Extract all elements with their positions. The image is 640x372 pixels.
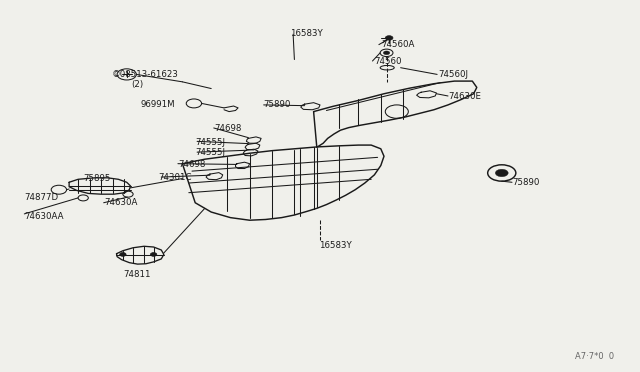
Text: 96991M: 96991M <box>141 100 175 109</box>
Text: 74560J: 74560J <box>438 70 468 79</box>
Text: ©08513-61623: ©08513-61623 <box>112 70 179 79</box>
Text: 74877D: 74877D <box>24 193 58 202</box>
Text: (2): (2) <box>131 80 143 89</box>
Text: 16583Y: 16583Y <box>319 241 351 250</box>
Text: 74630A: 74630A <box>104 198 138 207</box>
Text: 74555J: 74555J <box>195 148 225 157</box>
Text: 74560A: 74560A <box>381 40 414 49</box>
Circle shape <box>120 253 126 256</box>
Circle shape <box>385 36 393 40</box>
Circle shape <box>150 253 157 256</box>
Text: 74560: 74560 <box>374 57 402 66</box>
Text: 74301C: 74301C <box>159 173 192 182</box>
Text: 75890: 75890 <box>264 100 291 109</box>
Circle shape <box>495 169 508 177</box>
Text: 74698: 74698 <box>214 124 242 133</box>
Text: 74630E: 74630E <box>448 92 481 101</box>
Text: 74811: 74811 <box>123 270 150 279</box>
Text: 75895: 75895 <box>83 174 111 183</box>
Text: 74630AA: 74630AA <box>24 212 64 221</box>
Text: 75890: 75890 <box>512 178 540 187</box>
Text: 16583Y: 16583Y <box>290 29 323 38</box>
Text: 74698: 74698 <box>178 160 205 169</box>
Text: A7·7*0  0: A7·7*0 0 <box>575 352 614 361</box>
Circle shape <box>383 51 390 55</box>
Text: 74555J: 74555J <box>195 138 225 147</box>
